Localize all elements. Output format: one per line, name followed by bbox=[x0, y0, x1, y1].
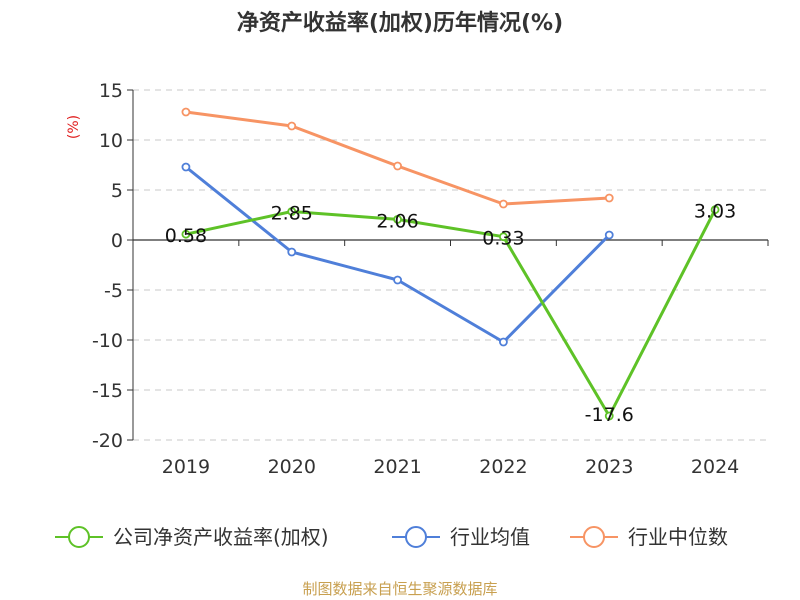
data-label: -17.6 bbox=[585, 404, 634, 426]
y-tick-label: -10 bbox=[92, 330, 123, 352]
data-point bbox=[287, 247, 297, 257]
legend-label: 行业中位数 bbox=[628, 525, 728, 549]
data-labels: 0.58 2.85 2.06 0.33 -17.6 3.03 bbox=[165, 201, 736, 426]
data-label: 2.06 bbox=[376, 210, 418, 232]
data-point bbox=[393, 161, 402, 171]
data-point bbox=[393, 275, 402, 285]
legend-marker bbox=[68, 526, 90, 548]
x-tick-label: 2020 bbox=[268, 456, 316, 478]
chart-title: 净资产收益率(加权)历年情况(%) bbox=[237, 10, 563, 36]
data-point bbox=[499, 199, 508, 209]
legend-item-0: 公司净资产收益率(加权) bbox=[55, 525, 329, 549]
source-note: 制图数据来自恒生聚源数据库 bbox=[302, 580, 497, 598]
legend-marker bbox=[405, 526, 427, 548]
y-axis-label: (%) bbox=[66, 115, 82, 139]
data-point bbox=[710, 205, 720, 215]
x-tick-labels: 2019 2020 2021 2022 2023 2024 bbox=[162, 456, 740, 478]
data-point bbox=[287, 207, 297, 216]
y-tick-label: 15 bbox=[99, 80, 123, 102]
series-line-1 bbox=[184, 165, 611, 344]
y-tick-label: -20 bbox=[92, 430, 123, 452]
y-tick-label: -5 bbox=[104, 280, 123, 302]
grid-lines bbox=[133, 89, 768, 441]
y-tick-label: -15 bbox=[92, 380, 123, 402]
x-tick-label: 2023 bbox=[585, 456, 633, 478]
legend-item-2: 行业中位数 bbox=[570, 525, 728, 549]
x-tick-label: 2022 bbox=[479, 456, 527, 478]
y-tick-label: 0 bbox=[111, 230, 123, 252]
data-label: 2.85 bbox=[271, 203, 313, 225]
legend-item-1: 行业均值 bbox=[392, 525, 530, 549]
axes bbox=[127, 89, 769, 441]
data-point bbox=[393, 214, 402, 224]
y-tick-label: 5 bbox=[111, 180, 123, 202]
data-point bbox=[181, 229, 191, 239]
x-tick-label: 2019 bbox=[162, 456, 210, 478]
data-point bbox=[604, 411, 614, 421]
data-label: 0.58 bbox=[165, 225, 207, 247]
data-point bbox=[181, 107, 191, 117]
y-tick-label: 10 bbox=[99, 130, 123, 152]
legend: 公司净资产收益率(加权) 行业均值 行业中位数 bbox=[55, 525, 728, 549]
data-point bbox=[499, 232, 508, 242]
data-point bbox=[287, 121, 297, 131]
series-lines bbox=[181, 107, 720, 421]
data-point bbox=[181, 162, 191, 172]
data-point bbox=[604, 230, 614, 240]
series-line-0 bbox=[185, 209, 717, 418]
x-tick-label: 2024 bbox=[691, 456, 739, 478]
data-label: 0.33 bbox=[482, 228, 524, 250]
data-point bbox=[604, 193, 614, 203]
x-tick-label: 2021 bbox=[373, 456, 421, 478]
data-label: 3.03 bbox=[694, 201, 736, 223]
legend-marker bbox=[583, 526, 605, 548]
data-point bbox=[499, 337, 508, 347]
legend-label: 公司净资产收益率(加权) bbox=[113, 525, 329, 549]
legend-label: 行业均值 bbox=[450, 525, 530, 549]
y-tick-labels: 15 10 5 0 -5 -10 -15 -20 bbox=[92, 80, 123, 452]
